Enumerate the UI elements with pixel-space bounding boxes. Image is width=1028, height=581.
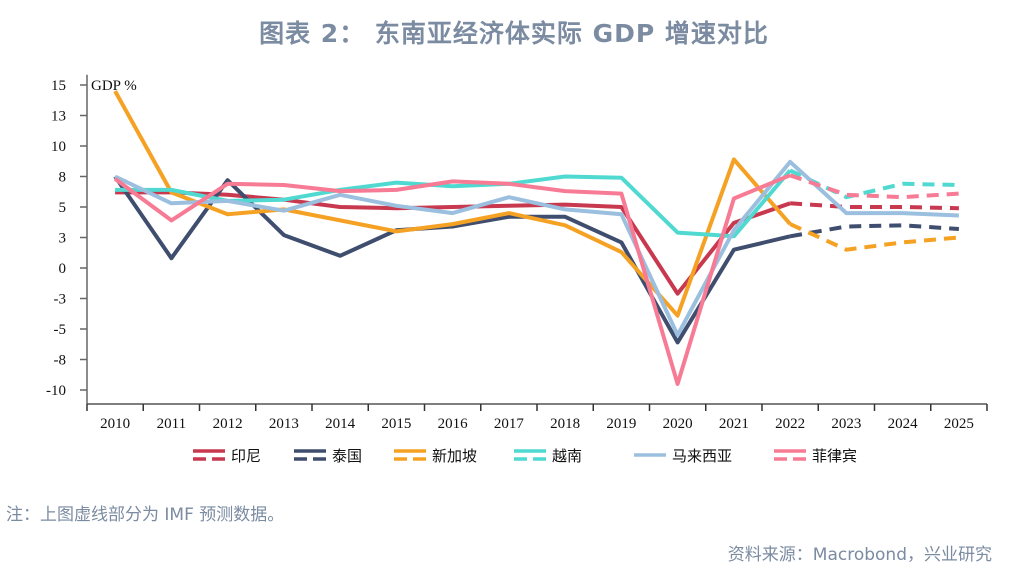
footnote: 注：上图虚线部分为 IMF 预测数据。 xyxy=(6,505,285,525)
series-line xyxy=(114,159,959,338)
legend-label: 越南 xyxy=(552,447,582,465)
y-tick-label: -8 xyxy=(54,353,67,369)
series-4 xyxy=(114,159,959,338)
legend-label: 泰国 xyxy=(332,447,362,465)
y-tick-label: 13 xyxy=(51,109,66,125)
legend-label: 新加坡 xyxy=(432,447,477,465)
legend-item: 菲律宾 xyxy=(774,447,857,465)
series-line-forecast xyxy=(789,173,960,200)
x-tick-label: 2018 xyxy=(550,416,580,432)
series-line-actual xyxy=(115,190,791,296)
y-tick-label: -5 xyxy=(54,322,67,338)
x-tick-label: 2012 xyxy=(213,416,243,432)
x-tick-label: 2011 xyxy=(157,416,186,432)
legend: 印尼 泰国 新加坡 越南 马来西亚 菲律宾 xyxy=(193,447,857,465)
x-tick-label: 2017 xyxy=(494,416,525,432)
x-tick-label: 2020 xyxy=(663,416,693,432)
legend-item: 马来西亚 xyxy=(634,447,732,465)
legend-item: 越南 xyxy=(514,447,582,465)
y-tick-label: 8 xyxy=(59,170,67,186)
series-line-forecast xyxy=(789,201,959,211)
x-tick-label: 2023 xyxy=(831,416,861,432)
x-tick-label: 2021 xyxy=(719,416,749,432)
x-tick-label: 2013 xyxy=(269,416,299,432)
x-tick-label: 2014 xyxy=(325,416,356,432)
chart-title: 图表 2： 东南亚经济体实际 GDP 增速对比 xyxy=(259,19,769,48)
y-tick-label: 5 xyxy=(59,200,67,216)
x-tick-label: 2019 xyxy=(606,416,636,432)
series-line-forecast xyxy=(789,223,960,239)
axes: 15 13 10 8 5 3 0 -3 -5 -8 -10 2010 2011 2012 2013 2014 2… xyxy=(46,74,988,432)
series-lines xyxy=(113,90,960,386)
series-5 xyxy=(113,173,960,386)
legend-item: 印尼 xyxy=(193,447,261,465)
y-tick-label: -10 xyxy=(46,383,66,399)
y-tick-label: -3 xyxy=(54,292,67,308)
source-note: 资料来源：Macrobond，兴业研究 xyxy=(727,545,992,565)
y-tick-label: 15 xyxy=(51,78,66,94)
y-tick-label: 0 xyxy=(59,261,67,277)
legend-item: 新加坡 xyxy=(394,447,477,465)
legend-label: 印尼 xyxy=(231,447,261,465)
series-line-forecast xyxy=(789,222,960,252)
y-unit-label: GDP % xyxy=(91,78,137,94)
y-tick-label: 10 xyxy=(51,139,66,155)
series-2 xyxy=(113,90,960,318)
x-tick-label: 2022 xyxy=(775,416,805,432)
legend-label: 马来西亚 xyxy=(672,447,732,465)
x-tick-label: 2016 xyxy=(438,416,469,432)
x-tick-label: 2015 xyxy=(381,416,411,432)
x-tick-label: 2010 xyxy=(100,416,130,432)
legend-label: 菲律宾 xyxy=(812,447,857,465)
y-tick-label: 3 xyxy=(59,231,67,247)
x-tick-label: 2025 xyxy=(944,416,974,432)
x-tick-label: 2024 xyxy=(888,416,919,432)
legend-item: 泰国 xyxy=(294,447,362,465)
series-1 xyxy=(113,175,960,345)
